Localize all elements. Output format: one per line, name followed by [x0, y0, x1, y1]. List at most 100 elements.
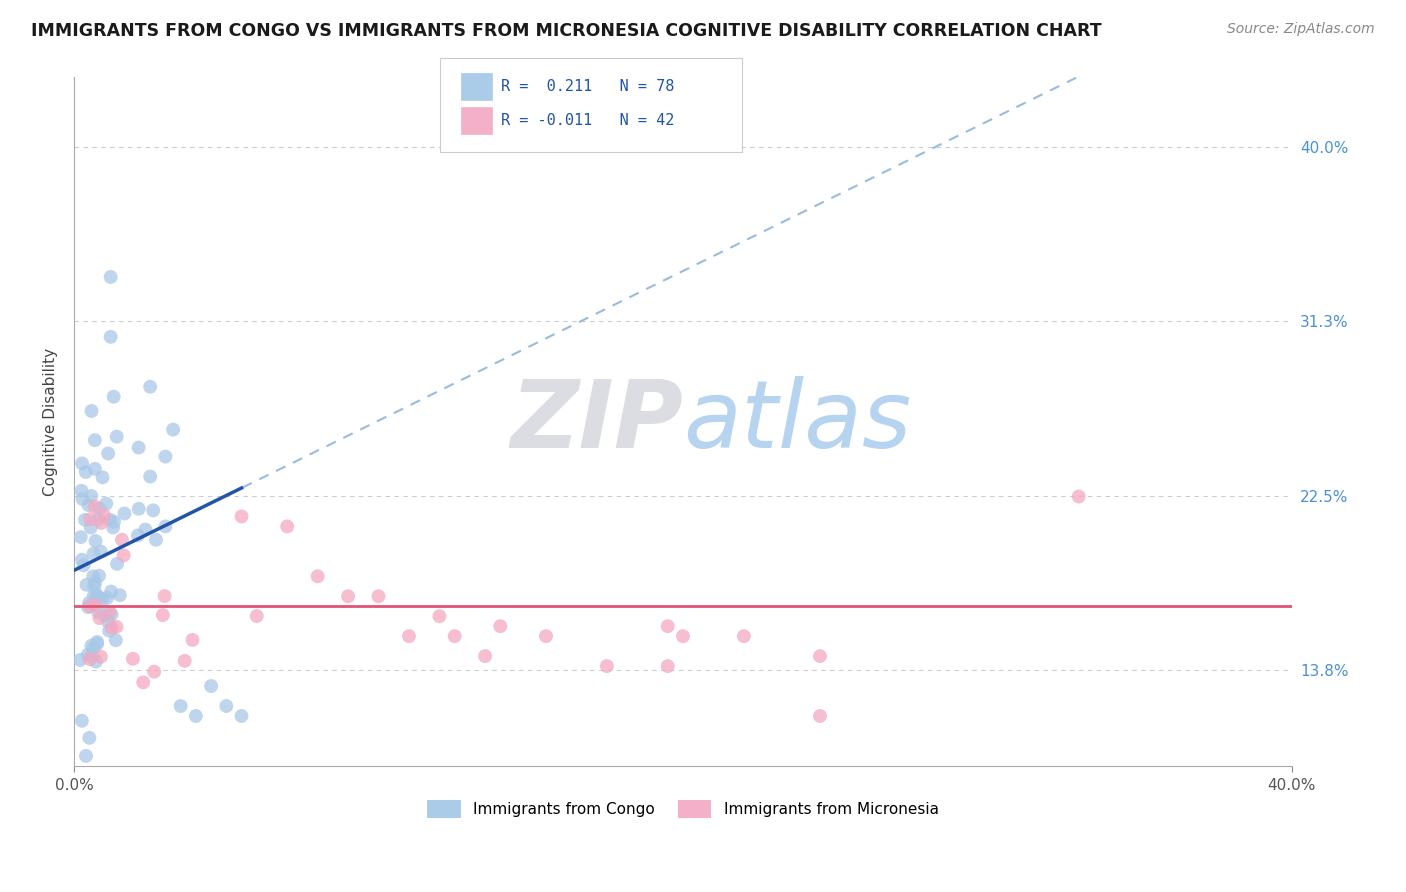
- Point: [80, 404, 103, 418]
- Point: [70, 552, 93, 566]
- Point: [672, 629, 695, 643]
- Text: R = -0.011   N = 42: R = -0.011 N = 42: [501, 113, 673, 128]
- Point: [82, 569, 104, 583]
- Point: [489, 619, 512, 633]
- Point: [79, 512, 101, 526]
- Point: [429, 609, 451, 624]
- Point: [1067, 490, 1090, 504]
- Text: atlas: atlas: [683, 376, 911, 467]
- Point: [83, 462, 105, 476]
- Point: [276, 519, 298, 533]
- Point: [105, 620, 128, 634]
- Point: [75, 465, 97, 479]
- Point: [122, 652, 145, 666]
- Point: [200, 679, 222, 693]
- Point: [87, 568, 110, 582]
- Point: [162, 423, 184, 437]
- Point: [96, 591, 118, 605]
- Point: [90, 516, 112, 530]
- Point: [98, 513, 121, 527]
- Point: [84, 598, 107, 612]
- Point: [87, 512, 110, 526]
- Point: [70, 457, 93, 471]
- Point: [83, 547, 105, 561]
- Point: [93, 508, 115, 522]
- Text: R =  0.211   N = 78: R = 0.211 N = 78: [501, 79, 673, 94]
- Point: [142, 503, 165, 517]
- Point: [100, 330, 122, 344]
- Point: [443, 629, 465, 643]
- Point: [108, 588, 131, 602]
- Point: [307, 569, 329, 583]
- Point: [76, 578, 98, 592]
- Point: [91, 470, 114, 484]
- Point: [132, 675, 155, 690]
- Point: [87, 605, 110, 619]
- Point: [79, 599, 101, 614]
- Point: [246, 609, 269, 624]
- Point: [80, 489, 103, 503]
- Point: [337, 589, 360, 603]
- Point: [127, 528, 149, 542]
- Point: [808, 649, 831, 664]
- Point: [98, 605, 121, 619]
- Point: [104, 633, 127, 648]
- Point: [184, 709, 207, 723]
- Point: [98, 624, 121, 638]
- Point: [79, 731, 101, 745]
- Point: [155, 519, 177, 533]
- Point: [114, 507, 136, 521]
- Point: [76, 648, 98, 662]
- Text: IMMIGRANTS FROM CONGO VS IMMIGRANTS FROM MICRONESIA COGNITIVE DISABILITY CORRELA: IMMIGRANTS FROM CONGO VS IMMIGRANTS FROM…: [31, 22, 1101, 40]
- Point: [112, 549, 135, 563]
- Point: [83, 433, 105, 447]
- Point: [808, 709, 831, 723]
- Point: [134, 523, 156, 537]
- Point: [128, 441, 150, 455]
- Point: [86, 588, 108, 602]
- Point: [84, 655, 107, 669]
- Point: [80, 649, 103, 664]
- Point: [474, 649, 496, 664]
- Point: [152, 608, 174, 623]
- Point: [100, 270, 122, 285]
- Point: [93, 608, 115, 623]
- Legend: Immigrants from Congo, Immigrants from Micronesia: Immigrants from Congo, Immigrants from M…: [422, 794, 945, 823]
- Point: [105, 557, 128, 571]
- Point: [97, 615, 120, 629]
- Point: [100, 607, 122, 622]
- Point: [72, 491, 94, 506]
- Point: [181, 632, 204, 647]
- Point: [73, 513, 96, 527]
- Point: [155, 450, 177, 464]
- Point: [77, 498, 100, 512]
- Point: [101, 520, 124, 534]
- Point: [90, 649, 112, 664]
- Point: [231, 509, 253, 524]
- Text: ZIP: ZIP: [510, 376, 683, 467]
- Point: [534, 629, 557, 643]
- Point: [86, 635, 108, 649]
- Point: [83, 589, 105, 603]
- Point: [86, 637, 108, 651]
- Point: [139, 469, 162, 483]
- Point: [398, 629, 420, 643]
- Point: [79, 652, 101, 666]
- Point: [77, 600, 100, 615]
- Point: [96, 497, 118, 511]
- Point: [75, 748, 97, 763]
- Point: [91, 592, 114, 607]
- Point: [97, 446, 120, 460]
- Point: [153, 589, 176, 603]
- Point: [87, 590, 110, 604]
- Point: [100, 584, 122, 599]
- Point: [103, 515, 125, 529]
- Point: [84, 534, 107, 549]
- Point: [657, 659, 679, 673]
- Point: [89, 611, 111, 625]
- Point: [103, 390, 125, 404]
- Point: [82, 641, 104, 656]
- Point: [84, 575, 107, 590]
- Point: [83, 500, 105, 514]
- Text: Source: ZipAtlas.com: Source: ZipAtlas.com: [1227, 22, 1375, 37]
